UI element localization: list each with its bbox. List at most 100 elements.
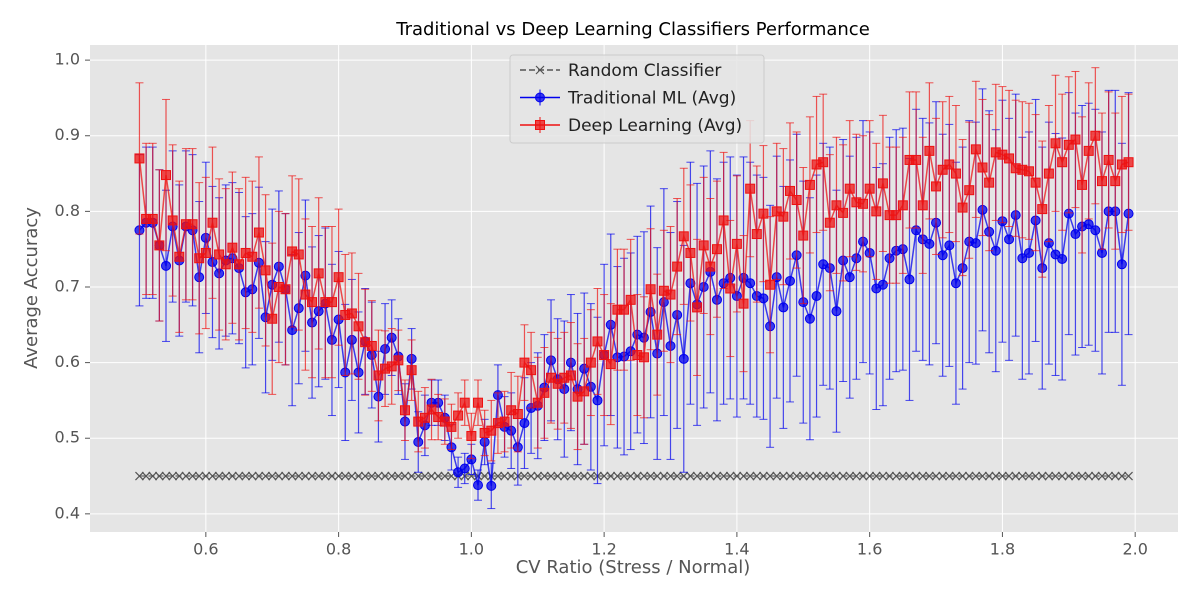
point: [672, 471, 682, 481]
point: [970, 144, 981, 155]
point: [984, 471, 994, 481]
x-tick-label: 1.0: [459, 540, 484, 559]
point: [1030, 177, 1041, 188]
point: [473, 397, 484, 408]
point: [466, 430, 477, 441]
point: [1090, 471, 1100, 481]
point: [307, 297, 318, 308]
point: [181, 471, 191, 481]
point: [612, 471, 622, 481]
point: [891, 471, 901, 481]
point: [732, 471, 742, 481]
point: [1024, 471, 1034, 481]
point: [373, 370, 384, 381]
point: [307, 471, 317, 481]
x-tick-label: 2.0: [1122, 540, 1147, 559]
point: [626, 471, 636, 481]
x-tick-label: 1.4: [724, 540, 749, 559]
point: [991, 471, 1001, 481]
point: [1004, 153, 1015, 164]
point: [772, 471, 782, 481]
point: [639, 471, 649, 481]
point: [878, 471, 888, 481]
point: [712, 471, 722, 481]
point: [964, 185, 975, 196]
point: [1043, 168, 1054, 179]
point: [573, 471, 582, 481]
point: [646, 471, 656, 481]
point: [725, 283, 736, 294]
point: [918, 471, 928, 481]
point: [831, 200, 842, 211]
point: [659, 471, 669, 481]
point: [194, 471, 204, 481]
point: [261, 471, 271, 481]
point: [638, 352, 649, 363]
point: [539, 471, 549, 481]
point: [480, 471, 490, 481]
point: [692, 302, 703, 313]
point: [426, 404, 437, 415]
point: [831, 306, 842, 317]
point: [784, 185, 795, 196]
x-tick-label: 0.6: [193, 540, 218, 559]
point: [500, 471, 509, 481]
point: [645, 284, 656, 295]
point: [546, 471, 556, 481]
point: [366, 340, 377, 351]
x-tick-label: 1.2: [591, 540, 616, 559]
point: [699, 471, 709, 481]
x-tick-label: 0.8: [326, 540, 351, 559]
point: [419, 412, 430, 423]
point: [154, 471, 164, 481]
chart-title: Traditional vs Deep Learning Classifiers…: [395, 19, 870, 40]
point: [313, 268, 324, 279]
point: [1077, 179, 1088, 190]
point: [632, 471, 642, 481]
point: [1084, 471, 1094, 481]
point: [340, 471, 350, 481]
point: [905, 471, 914, 481]
point: [1117, 471, 1127, 481]
point: [1017, 471, 1027, 481]
point: [778, 471, 788, 481]
point: [459, 463, 470, 474]
point: [519, 418, 530, 429]
point: [692, 471, 702, 481]
point: [951, 471, 961, 481]
point: [944, 159, 955, 170]
point: [665, 289, 676, 300]
point: [413, 471, 423, 481]
point: [572, 391, 583, 402]
point: [1123, 157, 1134, 168]
series: [134, 67, 1134, 462]
point: [758, 293, 769, 304]
point: [533, 471, 543, 481]
point: [526, 365, 537, 376]
legend-box: [509, 54, 765, 144]
point: [798, 471, 808, 481]
point: [512, 409, 523, 420]
point: [858, 198, 869, 209]
point: [154, 240, 165, 251]
point: [260, 265, 271, 276]
point: [832, 471, 841, 481]
point: [1017, 253, 1028, 264]
point: [386, 361, 397, 372]
point: [964, 471, 974, 481]
point: [771, 206, 782, 217]
point: [134, 153, 145, 164]
point: [293, 249, 304, 260]
point: [1050, 138, 1061, 149]
point: [393, 355, 404, 366]
point: [274, 471, 284, 481]
point: [579, 471, 589, 481]
point: [619, 471, 629, 481]
point: [1096, 247, 1107, 258]
point: [891, 210, 902, 221]
point: [911, 154, 922, 165]
point: [400, 471, 410, 481]
point: [1070, 134, 1081, 145]
point: [406, 365, 417, 376]
y-tick-label: 0.9: [55, 125, 80, 144]
